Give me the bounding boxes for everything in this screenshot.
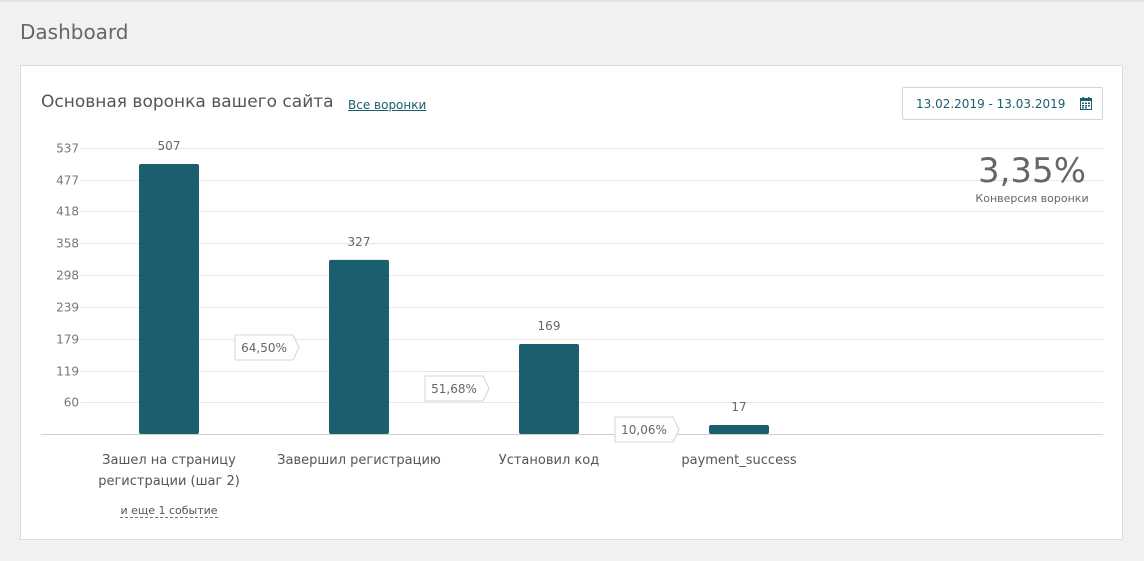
bar-value-label: 17 <box>731 400 746 414</box>
y-tick-label: 119 <box>56 365 79 379</box>
funnel-chart: 537 477 418 358 298 239 179 119 60 507 327 169 17 64,… <box>41 139 1103 443</box>
bar <box>519 343 579 434</box>
bar <box>329 259 389 434</box>
step-conversion-label: 64,50% <box>241 341 287 355</box>
bar-value-label: 327 <box>348 235 371 249</box>
bar <box>139 163 199 434</box>
funnel-title: Основная воронка вашего сайта <box>41 92 334 112</box>
bar-value-label: 507 <box>158 139 181 153</box>
y-tick-label: 537 <box>56 142 79 156</box>
x-category-label: payment_success <box>654 450 824 471</box>
y-tick-label: 358 <box>56 237 79 251</box>
funnel-panel: 537 477 418 358 298 239 179 119 60 507 327 169 17 64,… <box>20 65 1123 540</box>
y-tick-label: 477 <box>56 174 79 188</box>
more-events-link[interactable]: и еще 1 событие <box>120 504 218 518</box>
funnel-conversion: 3,35% Конверсия воронки <box>962 154 1102 205</box>
calendar-icon[interactable] <box>1080 97 1092 113</box>
y-tick-label: 298 <box>56 269 79 283</box>
page-title: Dashboard <box>20 20 129 44</box>
bar <box>709 424 769 434</box>
x-category-line: Завершил регистрацию <box>277 453 441 468</box>
step-conversion-badge <box>614 416 680 443</box>
top-border <box>0 0 1144 2</box>
x-category-label: Завершил регистрацию <box>274 450 444 471</box>
bar-value-label: 169 <box>538 319 561 333</box>
x-category-label: Зашел на страницу регистрации (шаг 2) <box>84 450 254 492</box>
step-conversion-badge <box>424 375 490 402</box>
date-range-picker[interactable]: 13.02.2019 - 13.03.2019 <box>902 87 1103 120</box>
y-tick-label: 179 <box>56 333 79 347</box>
step-conversion-badge <box>234 334 300 361</box>
step-conversion-label: 10,06% <box>621 423 667 437</box>
conversion-label: Конверсия воронки <box>975 192 1089 205</box>
y-tick-label: 418 <box>56 205 79 219</box>
x-category-line: Установил код <box>498 453 600 468</box>
x-category-line: payment_success <box>681 453 797 468</box>
x-category-line: регистрации (шаг 2) <box>98 474 240 489</box>
more-events: и еще 1 событие <box>84 504 254 518</box>
y-tick-label: 239 <box>56 301 79 315</box>
all-funnels-link[interactable]: Все воронки <box>348 98 427 112</box>
x-category-label: Установил код <box>464 450 634 471</box>
step-conversion-label: 51,68% <box>431 382 477 396</box>
y-tick-label: 60 <box>64 396 79 410</box>
conversion-value: 3,35% <box>977 151 1086 191</box>
x-category-line: Зашел на страницу <box>102 453 236 468</box>
date-range-text: 13.02.2019 - 13.03.2019 <box>916 97 1066 111</box>
